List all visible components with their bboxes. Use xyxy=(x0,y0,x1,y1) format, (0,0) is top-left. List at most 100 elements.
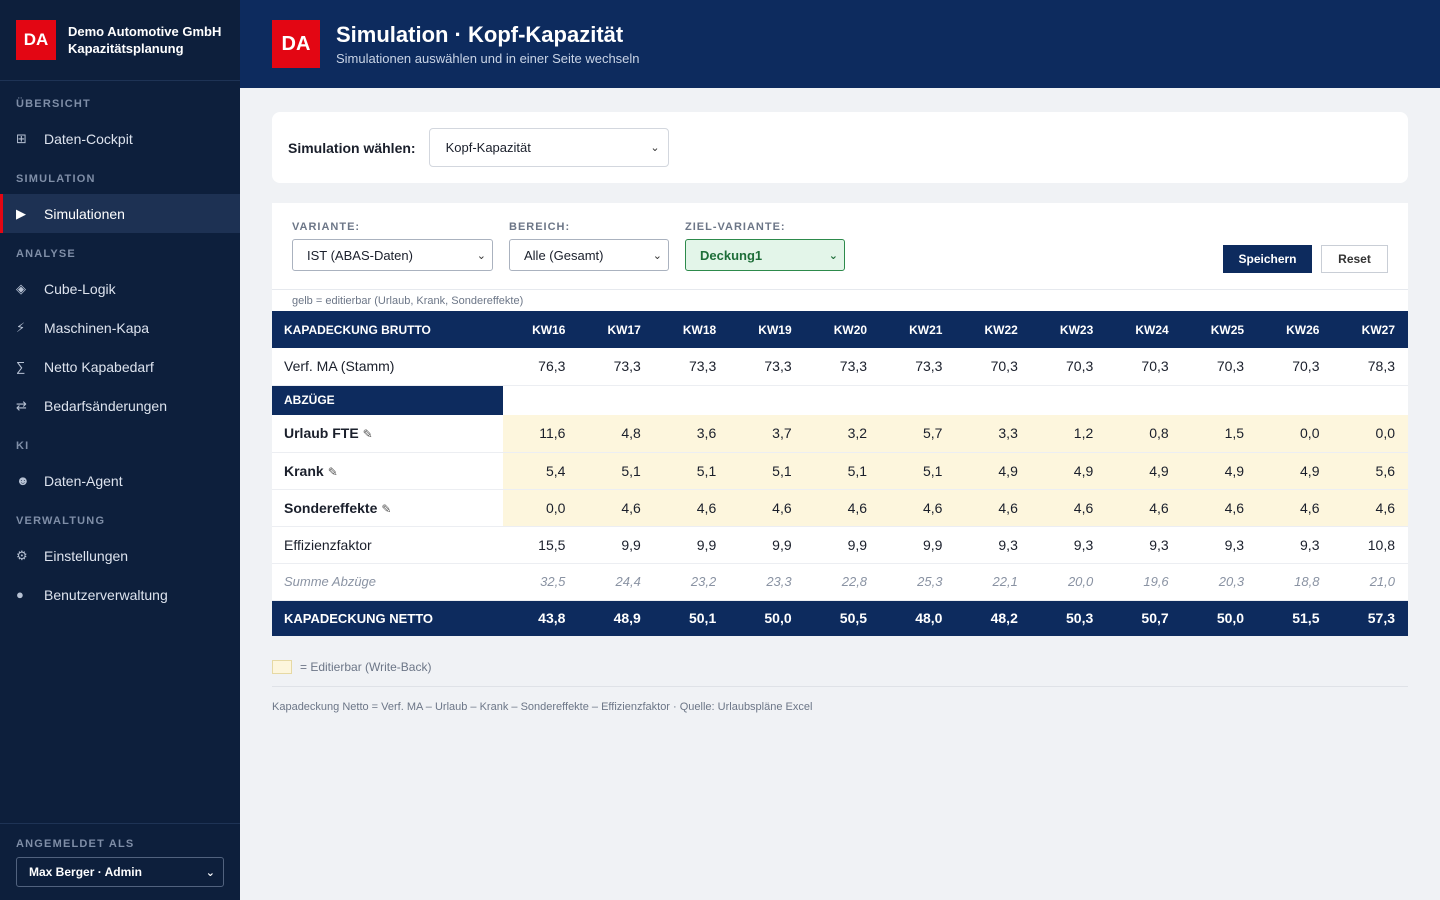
row-verf-ma: Verf. MA (Stamm) 76,3 73,3 73,3 73,3 73,3 73,3… xyxy=(272,348,1408,386)
editable-cell[interactable]: 11,6 xyxy=(503,415,579,453)
editable-hint: gelb = editierbar (Urlaub, Krank, Sonder… xyxy=(292,294,524,307)
editable-cell[interactable]: 4,6 xyxy=(1030,489,1107,527)
page-title: Simulation · Kopf-Kapazität xyxy=(336,22,624,47)
row-label: Krank ✎ xyxy=(272,452,504,490)
variante-select[interactable]: IST (ABAS-Daten) ⌄ xyxy=(292,239,493,271)
bereich-select-value: Alle (Gesamt) xyxy=(524,247,604,263)
editable-cell[interactable]: 5,6 xyxy=(1332,452,1408,490)
pencil-icon: ✎ xyxy=(327,464,338,479)
sidebar-item-daten-cockpit[interactable]: ⊞ Daten-Cockpit xyxy=(0,119,240,158)
sidebar-item-label: Simulationen xyxy=(44,205,125,222)
editable-cell[interactable]: 0,0 xyxy=(1332,415,1408,453)
editable-cell[interactable]: 1,2 xyxy=(1030,415,1107,453)
editable-cell[interactable]: 4,6 xyxy=(804,489,881,527)
editable-cell[interactable]: 5,1 xyxy=(578,452,654,490)
value-cell: 9,9 xyxy=(804,526,881,564)
section-label: ABZÜGE xyxy=(272,385,504,415)
value-cell: 57,3 xyxy=(1332,600,1408,636)
editable-cell[interactable]: 4,6 xyxy=(1257,489,1333,527)
formula-note: Kapadeckung Netto = Verf. MA – Urlaub – … xyxy=(272,701,813,713)
ziel-variante-select[interactable]: Deckung1 ⌄ xyxy=(685,239,845,271)
editable-cell[interactable]: 4,6 xyxy=(653,489,730,527)
nav-section-label: VERWALTUNG xyxy=(16,515,106,527)
robot-icon: ☻ xyxy=(16,473,30,488)
editable-cell[interactable]: 5,1 xyxy=(653,452,730,490)
simulation-select[interactable]: Kopf-Kapazität ⌄ xyxy=(428,128,669,167)
editable-cell[interactable]: 4,8 xyxy=(578,415,654,453)
chevron-down-icon: ⌄ xyxy=(828,249,838,262)
user-select[interactable]: Max Berger · Admin ⌄ xyxy=(16,857,224,887)
variante-select-value: IST (ABAS-Daten) xyxy=(307,247,413,263)
divider xyxy=(272,686,1408,687)
row-kapadeckung-netto: KAPADECKUNG NETTO 43,8 48,9 50,1 50,0 50,5 48,… xyxy=(272,600,1408,636)
editable-cell[interactable]: 4,6 xyxy=(955,489,1031,527)
company-name: Demo Automotive GmbH xyxy=(68,24,222,39)
value-cell: 32,5 xyxy=(503,563,579,601)
editable-cell[interactable]: 4,6 xyxy=(578,489,654,527)
editable-cell[interactable]: 3,2 xyxy=(804,415,881,453)
ziel-variante-group: ZIEL-VARIANTE: Deckung1 ⌄ xyxy=(685,221,845,271)
editable-cell[interactable]: 3,3 xyxy=(955,415,1031,453)
editable-cell[interactable]: 5,4 xyxy=(503,452,579,490)
editable-cell[interactable]: 4,9 xyxy=(955,452,1031,490)
value-cell: 25,3 xyxy=(880,563,956,601)
bereich-select[interactable]: Alle (Gesamt) ⌄ xyxy=(509,239,669,271)
value-cell: 48,0 xyxy=(880,600,956,636)
sidebar-item-benutzerverwaltung[interactable]: ● Benutzerverwaltung xyxy=(0,575,240,614)
row-label-text: KAPADECKUNG NETTO xyxy=(284,610,434,626)
value-cell: 9,9 xyxy=(578,526,654,564)
editable-cell[interactable]: 0,8 xyxy=(1106,415,1182,453)
editable-cell[interactable]: 4,6 xyxy=(729,489,805,527)
sidebar-item-label: Daten-Cockpit xyxy=(44,130,133,147)
editable-cell[interactable]: 0,0 xyxy=(1257,415,1333,453)
sidebar-item-einstellungen[interactable]: ⚙ Einstellungen xyxy=(0,536,240,575)
sidebar-item-label: Einstellungen xyxy=(44,547,129,564)
editable-cell[interactable]: 4,9 xyxy=(1257,452,1333,490)
nav-section-label: ANALYSE xyxy=(16,248,76,260)
row-label: Verf. MA (Stamm) xyxy=(272,348,504,386)
sidebar-item-maschinen-kapa[interactable]: ⚡ Maschinen-Kapa xyxy=(0,308,240,347)
row-label-text: Summe Abzüge xyxy=(284,574,377,589)
editable-cell[interactable]: 4,9 xyxy=(1106,452,1182,490)
chevron-down-icon: ⌄ xyxy=(652,249,662,262)
week-header: KW23 xyxy=(1030,311,1107,348)
editable-cell[interactable]: 4,6 xyxy=(1106,489,1182,527)
editable-cell[interactable]: 4,6 xyxy=(1181,489,1258,527)
week-header: KW22 xyxy=(955,311,1031,348)
editable-cell[interactable]: 3,7 xyxy=(729,415,805,453)
editable-cell[interactable]: 5,7 xyxy=(880,415,956,453)
sidebar-item-bedarfsänderungen[interactable]: ⇄ Bedarfsänderungen xyxy=(0,386,240,425)
editable-cell[interactable]: 4,9 xyxy=(1030,452,1107,490)
value-cell: 9,3 xyxy=(1257,526,1333,564)
row-urlaub: Urlaub FTE ✎ 11,6 4,8 3,6 3,7 3,2 5,7 3,3 1,2 0,8 1… xyxy=(272,415,1408,453)
editable-cell[interactable]: 4,6 xyxy=(880,489,956,527)
sidebar-item-cube-logik[interactable]: ◈ Cube-Logik xyxy=(0,269,240,308)
sidebar-item-daten-agent[interactable]: ☻ Daten-Agent xyxy=(0,461,240,500)
value-cell: 10,8 xyxy=(1332,526,1408,564)
editable-cell[interactable]: 5,1 xyxy=(880,452,956,490)
chevron-down-icon: ⌄ xyxy=(205,866,215,879)
save-button[interactable]: Speichern xyxy=(1223,245,1312,273)
value-cell: 70,3 xyxy=(1106,348,1182,386)
sidebar-item-netto-kapabedarf[interactable]: ∑ Netto Kapabedarf xyxy=(0,347,240,386)
simulation-select-label: Simulation wählen: xyxy=(288,139,416,156)
row-label: Summe Abzüge xyxy=(272,563,504,601)
row-krank: Krank ✎ 5,4 5,1 5,1 5,1 5,1 5,1 4,9 4,9 4,9 4,9 4,9 5… xyxy=(272,452,1408,490)
editable-cell[interactable]: 4,9 xyxy=(1181,452,1258,490)
editable-cell[interactable]: 1,5 xyxy=(1181,415,1258,453)
editable-cell[interactable]: 4,6 xyxy=(1332,489,1408,527)
value-cell: 73,3 xyxy=(729,348,805,386)
editable-cell[interactable]: 0,0 xyxy=(503,489,579,527)
table-header-row: KAPADECKUNG BRUTTO KW16 KW17 KW18 KW19 KW20 KW… xyxy=(272,311,1408,348)
sidebar-item-simulationen[interactable]: ▶ Simulationen xyxy=(0,194,240,233)
sidebar-item-label: Bedarfsänderungen xyxy=(44,397,167,414)
editable-cell[interactable]: 3,6 xyxy=(653,415,730,453)
reset-button[interactable]: Reset xyxy=(1321,245,1388,273)
editable-cell[interactable]: 5,1 xyxy=(729,452,805,490)
nav-section-label: SIMULATION xyxy=(16,173,96,185)
value-cell: 73,3 xyxy=(653,348,730,386)
editable-cell[interactable]: 5,1 xyxy=(804,452,881,490)
week-header: KW20 xyxy=(804,311,881,348)
week-header: KW25 xyxy=(1181,311,1258,348)
value-cell: 50,3 xyxy=(1030,600,1107,636)
